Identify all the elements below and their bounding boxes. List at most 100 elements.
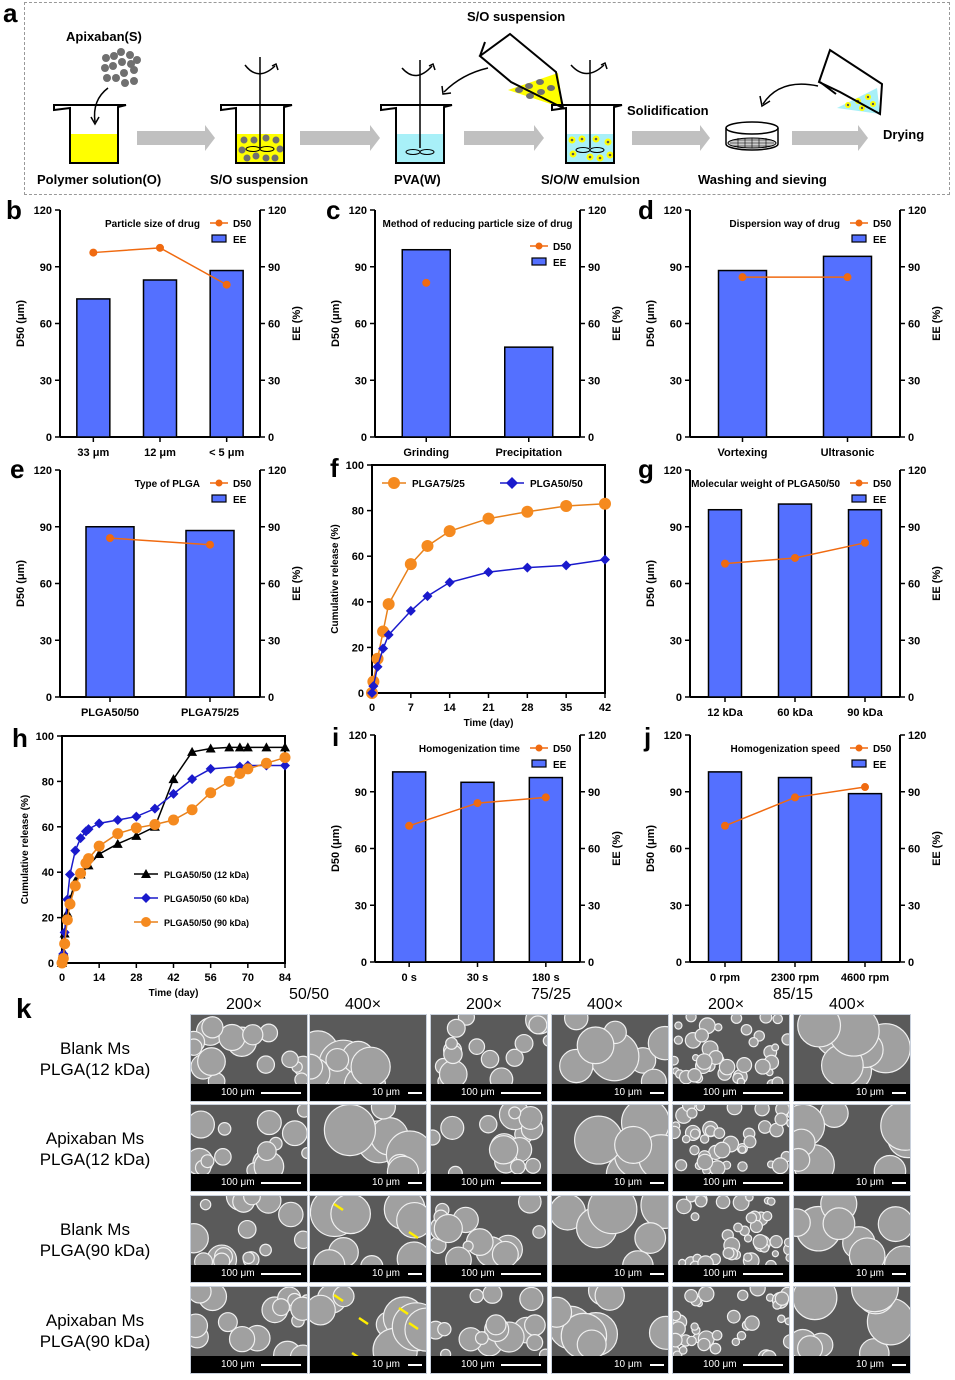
sem-magnification-label: 200× xyxy=(708,996,745,1013)
legend-label: PLGA50/50 xyxy=(530,479,583,490)
microsphere xyxy=(737,1289,749,1301)
y2-tick-label: 30 xyxy=(908,635,920,647)
microsphere xyxy=(217,1122,232,1136)
x-tick-label: 0 xyxy=(369,702,375,714)
data-point xyxy=(149,803,160,814)
chart-homogenization-time: 0 0 30 30 60 60 90 90 120 120 D50 (μm) EE (%) 0 s 30 … xyxy=(330,730,623,984)
sem-micrograph: 10 μm xyxy=(793,1286,911,1374)
scale-bar-line xyxy=(261,1092,301,1094)
data-point xyxy=(205,763,216,774)
microsphere xyxy=(762,1210,773,1222)
microsphere xyxy=(697,1255,714,1267)
data-point xyxy=(234,742,245,752)
y-tick-label: 0 xyxy=(46,432,52,444)
microsphere xyxy=(713,1141,731,1159)
microsphere xyxy=(524,1314,546,1337)
process-arrow-icon xyxy=(137,125,215,151)
scale-bar-label: 100 μm xyxy=(703,1268,737,1279)
microsphere xyxy=(709,1342,722,1355)
x-tick-label: 70 xyxy=(242,972,254,984)
yellow-arrow-icon xyxy=(333,1202,344,1212)
microsphere xyxy=(191,1038,203,1056)
yellow-arrow-icon xyxy=(398,1306,409,1316)
process-arrow-icon xyxy=(300,125,380,151)
sem-micrograph: 100 μm xyxy=(430,1104,548,1192)
d50-point xyxy=(106,534,114,543)
data-point xyxy=(522,562,533,573)
microsphere xyxy=(745,1212,758,1224)
microsphere xyxy=(718,1058,736,1076)
microsphere xyxy=(743,1234,753,1243)
panel-label-b: b xyxy=(6,195,22,225)
process-arrow-icon xyxy=(464,125,544,151)
ee-bar xyxy=(847,792,883,963)
y2-tick-label: 60 xyxy=(268,579,280,591)
data-point xyxy=(70,845,81,856)
microsphere xyxy=(673,1332,683,1348)
y-tick-label: 90 xyxy=(670,787,682,799)
microsphere xyxy=(200,1154,215,1169)
curved-arrow-icon xyxy=(93,87,109,123)
y-tick-label: 120 xyxy=(664,205,682,217)
d50-point xyxy=(861,538,869,547)
microsphere xyxy=(485,1314,507,1336)
microsphere xyxy=(697,1337,711,1352)
y-tick-label: 0 xyxy=(358,688,364,700)
y-tick-label: 60 xyxy=(670,319,682,331)
legend-label: PLGA50/50 (60 kDa) xyxy=(164,894,249,904)
microsphere xyxy=(259,1243,272,1257)
microsphere xyxy=(722,1247,735,1260)
microsphere xyxy=(509,1158,526,1175)
microsphere xyxy=(685,1015,697,1023)
microsphere xyxy=(640,1196,668,1230)
x-tick-label: 12 μm xyxy=(144,447,176,459)
scale-bar: 10 μm xyxy=(794,1084,910,1101)
x-tick-label: 60 kDa xyxy=(777,707,813,719)
data-point xyxy=(372,661,383,672)
scale-bar-line xyxy=(650,1182,664,1184)
sem-micrograph: 10 μm xyxy=(551,1014,669,1102)
microsphere xyxy=(446,1018,466,1038)
scale-bar-label: 10 μm xyxy=(856,1359,884,1370)
microsphere xyxy=(469,1288,484,1304)
scale-bar: 100 μm xyxy=(431,1356,547,1373)
scale-bar: 10 μm xyxy=(794,1356,910,1373)
microsphere xyxy=(193,1252,214,1267)
panel-label-g: g xyxy=(638,454,654,484)
scale-bar: 100 μm xyxy=(191,1265,307,1282)
d50-point xyxy=(791,793,799,802)
y2-tick-label: 120 xyxy=(268,465,286,477)
scale-bar-label: 100 μm xyxy=(703,1177,737,1188)
data-point xyxy=(168,788,179,799)
y2-tick-label: 120 xyxy=(588,730,606,742)
microsphere xyxy=(784,1317,789,1326)
microsphere xyxy=(743,1135,757,1149)
microsphere xyxy=(715,1196,731,1210)
y-tick-label: 90 xyxy=(670,262,682,274)
scale-bar-label: 10 μm xyxy=(372,1177,400,1188)
y-tick-label: 60 xyxy=(42,822,54,834)
scale-bar-label: 100 μm xyxy=(221,1087,255,1098)
y-tick-label: 20 xyxy=(42,913,54,925)
microsphere xyxy=(237,1219,257,1239)
y2-tick-label: 90 xyxy=(588,262,600,274)
sem-micrograph: 100 μm xyxy=(430,1014,548,1102)
legend-label: PLGA50/50 (12 kDa) xyxy=(164,870,249,880)
microsphere xyxy=(576,1329,607,1358)
schematic-frame xyxy=(24,2,950,195)
microsphere xyxy=(744,1315,760,1331)
y2-tick-label: 60 xyxy=(908,579,920,591)
y-tick-label: 90 xyxy=(355,787,367,799)
x-tick-label: 42 xyxy=(599,702,611,714)
d50-point xyxy=(721,821,729,830)
legend-ee-label: EE xyxy=(233,235,247,246)
microsphere xyxy=(350,1046,391,1086)
data-point xyxy=(83,853,95,865)
data-point xyxy=(599,497,611,510)
yellow-arrow-icon xyxy=(408,1321,419,1331)
pour-label: S/O suspension xyxy=(467,9,566,24)
legend-marker xyxy=(141,917,151,927)
legend-ee-swatch xyxy=(211,494,227,503)
microsphere xyxy=(783,1237,789,1248)
microsphere xyxy=(525,1157,542,1174)
